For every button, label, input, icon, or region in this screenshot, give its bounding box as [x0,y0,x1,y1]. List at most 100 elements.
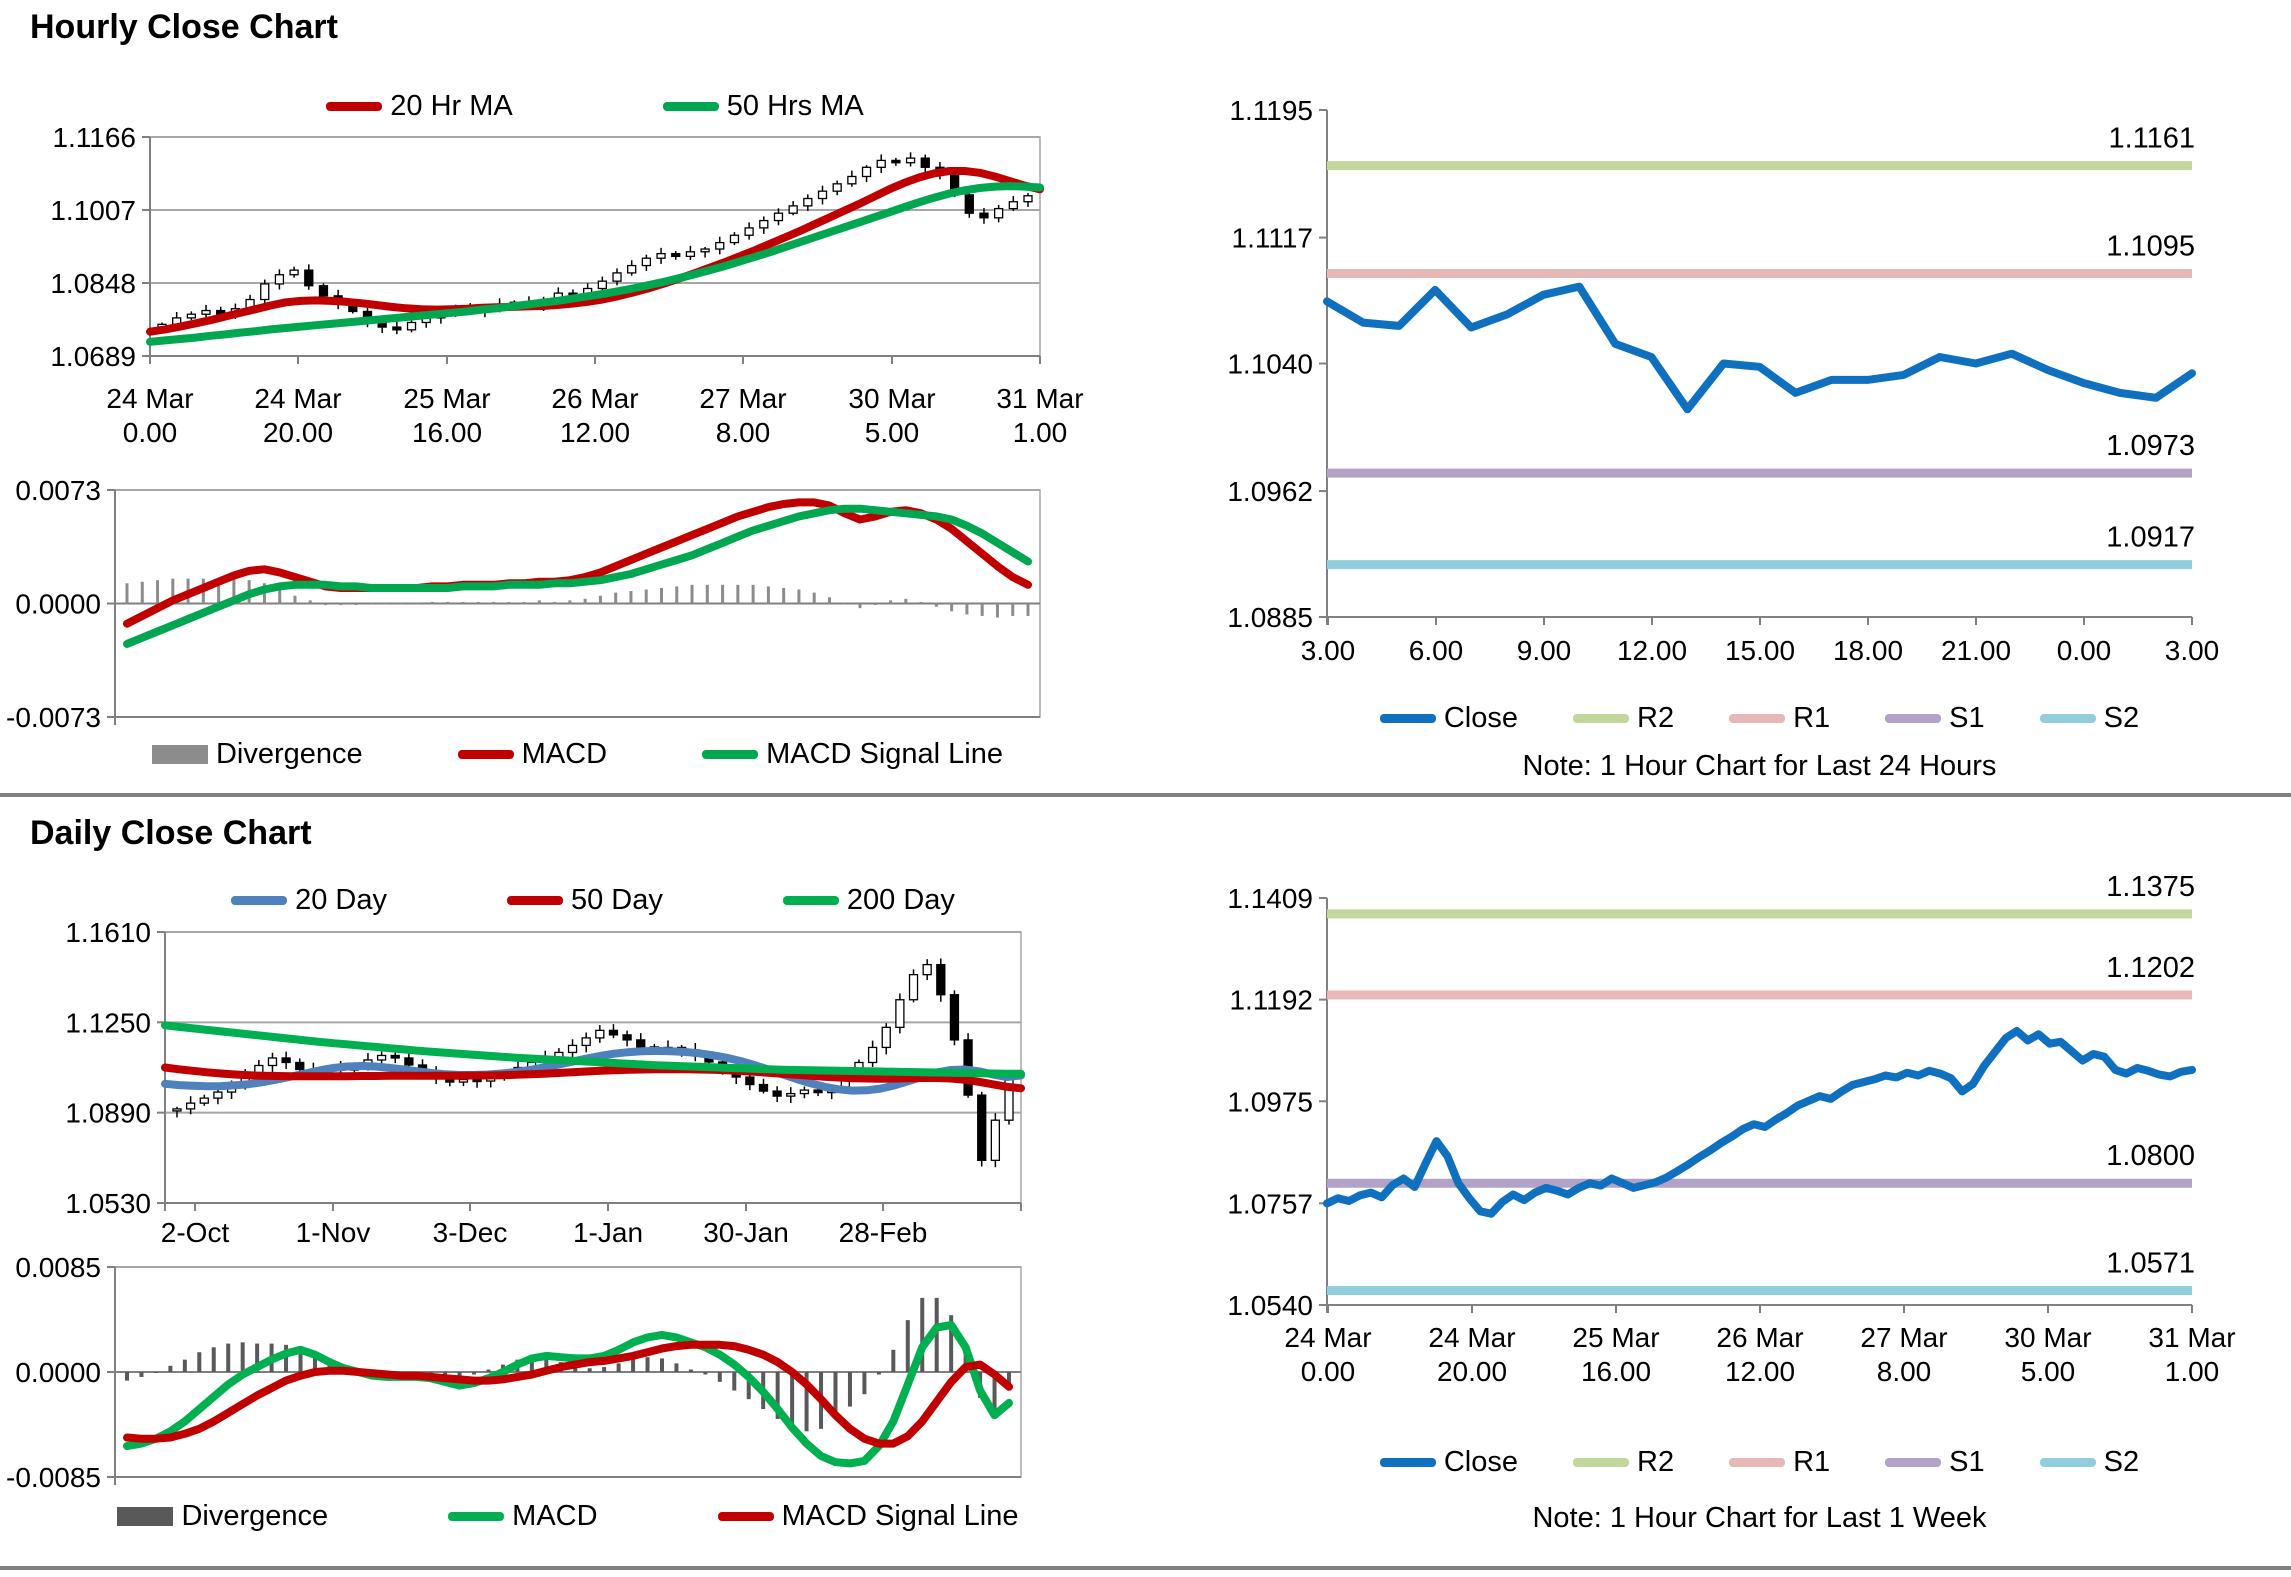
candle-down [936,963,946,996]
y-tick-label: 1.0530 [65,1188,151,1219]
x-tick-label: 12.00 [1725,1356,1795,1387]
x-tick-label: 25 Mar [403,383,490,414]
divergence-bar [847,1372,852,1407]
x-tick-label: 24 Mar [254,383,341,414]
candle-down [622,1034,632,1041]
divergence-bar [255,1343,260,1372]
divergence-bar [843,603,847,605]
y-tick-label: 1.0975 [1227,1086,1313,1117]
legend-item-20-hr-ma: 20 Hr MA [326,90,513,123]
legend-swatch-icon [506,895,563,905]
y-tick-label: 1.1117 [1232,223,1313,254]
y-tick-label: -0.0085 [6,1462,101,1493]
level-label-s2: 1.0917 [2106,522,2195,554]
legend-label: Divergence [181,1499,329,1532]
y-tick-label: -0.0073 [6,702,101,733]
x-tick-label: 1-Nov [296,1217,371,1248]
level-label-s1: 1.0973 [2106,430,2195,462]
candle-up [867,1046,878,1064]
candle-down [671,252,681,258]
divergence-bar [415,603,419,605]
divergence-bar [354,603,358,606]
legend-label: 50 Hrs MA [726,89,864,122]
legend-item-s1: S1 [1885,1446,1985,1479]
candle-down [949,994,960,1041]
legend-swatch-icon [717,1511,774,1521]
candle-up [567,1044,578,1054]
divergence-bar [631,1358,636,1372]
divergence-bar [616,1363,621,1372]
x-tick-label: 20.00 [263,417,333,448]
x-tick-label: 5.00 [865,417,920,448]
x-tick-label: 26 Mar [1716,1322,1803,1353]
hourly-sr-note: Note: 1 Hour Chart for Last 24 Hours [1522,750,1997,782]
divergence-bar [385,603,389,605]
x-tick-label: 1-Jan [573,1217,643,1248]
x-tick-label: 30 Mar [848,383,935,414]
candle-up [213,1091,223,1099]
divergence-bar [965,603,969,615]
divergence-bar [125,583,129,604]
candle-up [908,974,919,1001]
divergence-bar [446,601,450,604]
series-line-close [1323,282,2196,414]
divergence-bar [226,1343,231,1372]
candle-up [597,280,607,290]
legend-item-r1: R1 [1729,1446,1830,1479]
legend-item-macd-signal-line: MACD Signal Line [702,738,1003,771]
divergence-bar [950,603,954,612]
series-line-50-hrs-ma [146,182,1044,346]
legend-swatch-icon [2039,1457,2096,1467]
x-tick-label: 20.00 [1437,1356,1507,1387]
candle-down [636,1039,646,1048]
candle-down [318,285,329,297]
divergence-bar [659,587,663,604]
series-line-20-hr-ma [146,167,1044,336]
candle-up [895,999,905,1029]
y-tick-label: 1.1040 [1227,349,1313,380]
divergence-bar [790,1372,795,1428]
legend-swatch-icon [448,1511,505,1521]
divergence-bar [568,600,572,604]
candle-up [786,1092,796,1097]
y-tick-label: 1.0757 [1227,1188,1313,1219]
legend-item-20-day: 20 Day [231,884,387,917]
x-tick-label: 3.00 [2165,635,2220,666]
candle-down [979,212,989,219]
bottom-divider [0,1566,2291,1570]
legend-swatch-icon [662,101,719,111]
legend-label: MACD Signal Line [766,737,1004,770]
legend-item-divergence: Divergence [117,1500,328,1533]
legend-item-r2: R2 [1573,702,1674,735]
legend-label: MACD Signal Line [781,1499,1019,1532]
candle-up [799,1089,810,1095]
y-tick-label: 1.1166 [52,122,136,153]
legend-label: Divergence [215,737,363,770]
series-line-50-day [161,1063,1025,1093]
x-tick-label: 6.00 [1409,635,1464,666]
divergence-bar [139,1372,144,1377]
divergence-bar [573,1365,578,1372]
legend-item-s2: S2 [2039,1446,2139,1479]
divergence-bar [140,581,144,604]
candle-up [876,159,886,168]
candle-up [172,1108,182,1112]
legend-swatch-icon [231,895,288,905]
legend-item-close: Close [1379,702,1518,735]
hourly-price-legend: 20 Hr MA 50 Hrs MA [150,88,1040,124]
x-tick-label: 31 Mar [996,383,1083,414]
divergence-bar [461,601,465,604]
legend-label: 50 Day [570,883,663,916]
divergence-bar [443,1372,448,1376]
weekly-sr-note: Note: 1 Hour Chart for Last 1 Week [1532,1502,1987,1534]
y-tick-label: 1.1250 [65,1007,151,1038]
candle-up [581,1037,591,1047]
candle-up [1023,195,1033,203]
divergence-bar [703,1372,708,1375]
level-label-r1: 1.1095 [2106,231,2195,263]
x-tick-label: 27 Mar [1860,1322,1947,1353]
divergence-bar [659,1358,664,1372]
x-tick-label: 21.00 [1941,635,2011,666]
divergence-bar [1011,603,1015,616]
